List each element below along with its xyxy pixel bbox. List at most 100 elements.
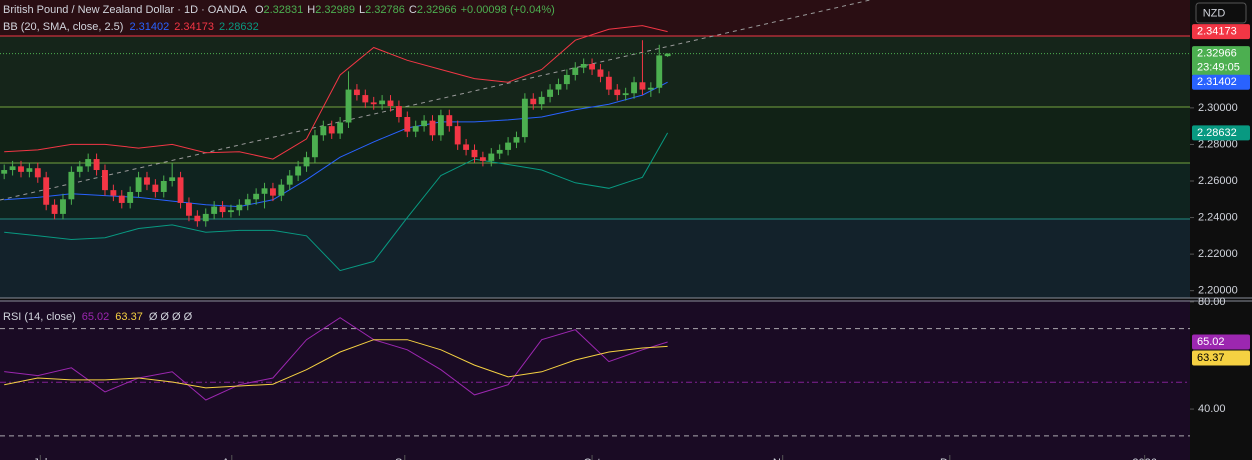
candle-body: [589, 63, 595, 70]
candle-body: [580, 63, 587, 68]
ohlc-value: 2.32989: [315, 4, 355, 16]
zone-middle: [0, 107, 1190, 163]
candle-body: [379, 100, 386, 105]
price-tag: [1192, 125, 1250, 141]
candle-body: [437, 115, 444, 136]
candle-body: [144, 177, 150, 185]
candle-body: [202, 213, 209, 222]
candle-body: [454, 126, 461, 145]
candle-body: [311, 135, 318, 158]
candle-body: [412, 126, 419, 132]
price-tag-label: 2.31402: [1197, 76, 1237, 88]
candle-body: [160, 180, 167, 192]
candle-body: [597, 69, 604, 77]
candle-body: [530, 98, 537, 105]
ohlc-value: 2.32786: [365, 4, 405, 16]
rsi-tag-label: 63.37: [1197, 352, 1225, 364]
candle-body: [135, 177, 142, 192]
currency[interactable]: NZD: [1203, 7, 1226, 19]
candle-body: [85, 159, 92, 167]
candle-body: [446, 115, 453, 127]
candle-body: [647, 87, 654, 90]
candle-body: [555, 84, 562, 90]
countdown: 23:49:05: [1197, 62, 1240, 74]
candle-body: [345, 89, 352, 123]
candle-body: [404, 117, 411, 132]
ohlc-label: H: [307, 4, 315, 16]
zone-lower: [0, 163, 1190, 219]
symbol-title: British Pound / New Zealand Dollar · 1D …: [3, 4, 248, 16]
ohlc-value: 2.32831: [264, 4, 304, 16]
candle-body: [118, 195, 125, 203]
bb-value: 2.34173: [174, 21, 214, 33]
candle-body: [320, 126, 327, 136]
x-tick-label: Aug: [222, 457, 242, 460]
candle-body: [622, 93, 629, 96]
candle-body: [1, 170, 8, 174]
y-tick-label: 2.28000: [1198, 138, 1238, 150]
rsi-line: [4, 317, 668, 401]
rsi-tag-label: 65.02: [1197, 336, 1225, 348]
y-tick-label: 2.22000: [1198, 248, 1238, 260]
candle-body: [110, 190, 117, 196]
rsi-label: RSI (14, close): [3, 311, 76, 323]
candle-body: [463, 144, 470, 150]
candle-body: [664, 53, 671, 57]
candle-body: [387, 100, 394, 107]
candle-body: [479, 157, 486, 161]
plot: 2.20000 2.22000 2.24000 2.26000 2.28000 2.300…: [0, 25, 1238, 460]
candle-body: [505, 142, 512, 150]
candle-body: [177, 177, 184, 203]
zone-top: [0, 0, 1190, 36]
candle-body: [370, 102, 377, 105]
x-tick-label: Nov: [773, 457, 793, 460]
y-tick-label: 2.24000: [1198, 211, 1238, 223]
candle-body: [278, 184, 285, 196]
candle-body: [253, 193, 260, 200]
y-tick-label: 80.00: [1198, 296, 1226, 308]
rsi-value: 65.02: [82, 311, 110, 323]
bb-basis: [4, 81, 668, 208]
candle-body: [286, 175, 293, 185]
candle-body: [614, 89, 621, 96]
candle-body: [303, 157, 310, 167]
candle-body: [429, 120, 436, 136]
bb-lower: [4, 132, 669, 272]
candle-body: [631, 82, 637, 94]
x-tick-label: Oct: [583, 457, 600, 460]
x-tick-label: 2026: [1132, 457, 1156, 460]
candle-body: [538, 96, 545, 105]
candle-body: [76, 166, 83, 172]
candle-body: [337, 122, 344, 134]
y-tick-label: 40.00: [1198, 403, 1226, 415]
rsi-tag: [1192, 350, 1250, 366]
candle-body: [295, 166, 302, 176]
candle-body: [244, 199, 251, 205]
candle-body: [9, 166, 16, 171]
candle-body: [496, 149, 503, 154]
candle-body: [269, 188, 276, 196]
candle-body: [228, 210, 234, 213]
price-tag: [1192, 24, 1250, 40]
candle-body: [328, 126, 335, 134]
candle-body: [18, 166, 24, 172]
bb-upper: [4, 25, 668, 160]
candle-body: [186, 202, 192, 216]
currency-button[interactable]: [1195, 2, 1247, 24]
bb-value: 2.28632: [219, 21, 259, 33]
candle-body: [194, 215, 201, 222]
candle-body: [362, 95, 369, 103]
candle-body: [211, 206, 218, 214]
bb-label: BB (20, SMA, close, 2.5): [3, 21, 123, 33]
ohlc-label: O: [255, 4, 264, 16]
change: +0.00098 (+0.04%): [461, 4, 555, 16]
price-tag-label: 2.28632: [1197, 127, 1237, 139]
ohlc-value: 2.32966: [417, 4, 457, 16]
candle-body: [605, 76, 612, 90]
candle-body: [26, 168, 33, 172]
candle-body: [60, 199, 66, 214]
candle-body: [219, 206, 226, 213]
x-tick-label: Jul: [33, 457, 47, 460]
price-tag-label: 2.34173: [1197, 25, 1237, 37]
candle-body: [236, 204, 243, 211]
